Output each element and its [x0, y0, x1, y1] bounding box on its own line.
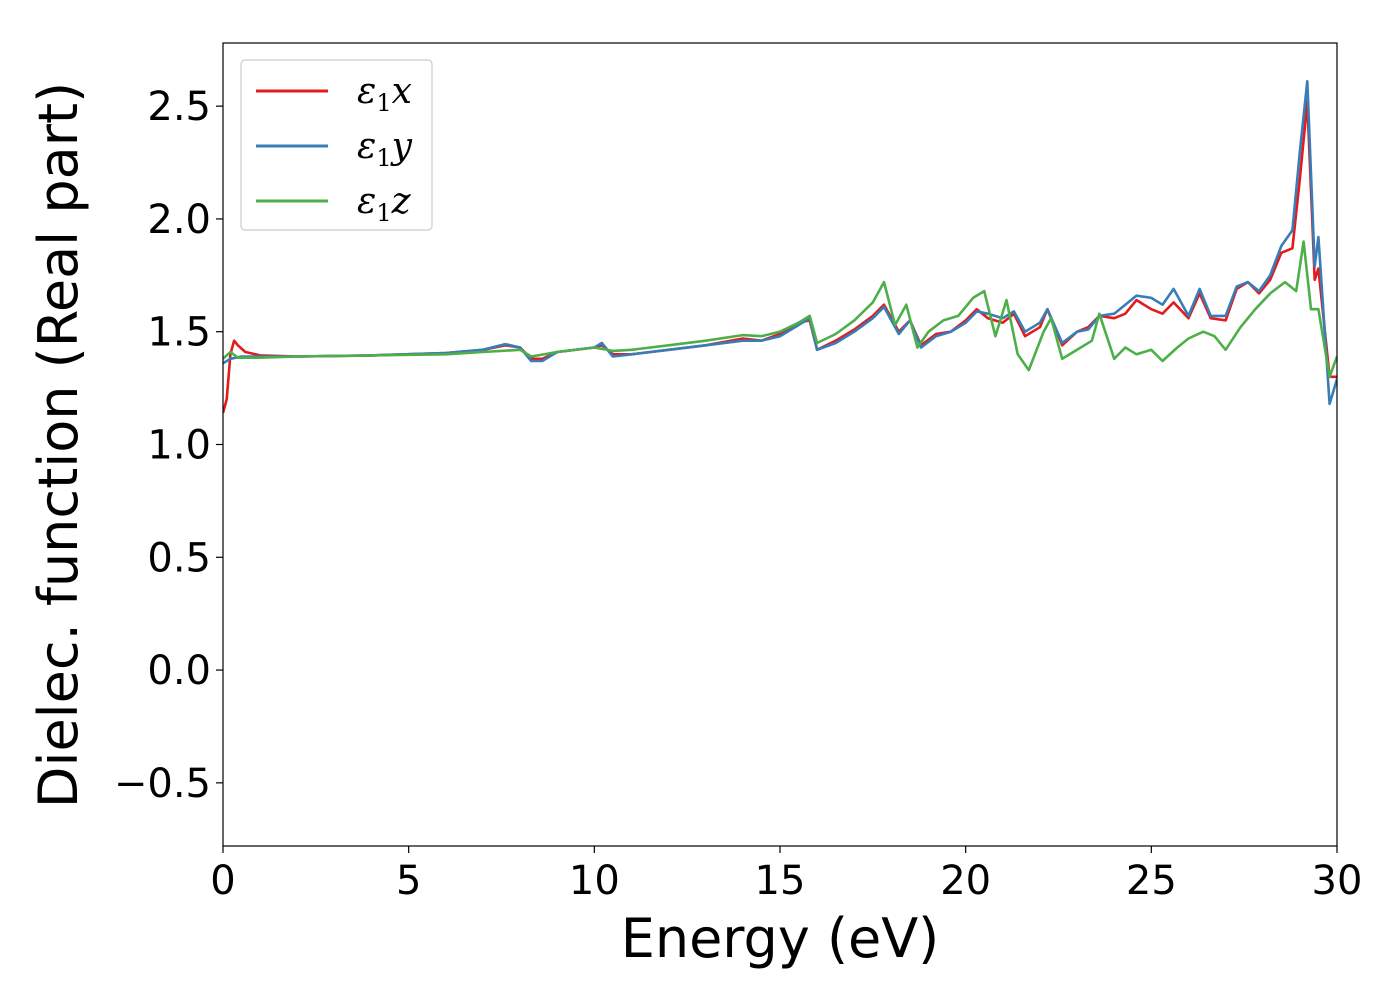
y-axis-title: Dielec. function (Real part) [27, 82, 90, 808]
x-tick-label: 30 [1312, 858, 1363, 904]
series-line-y [223, 80, 1337, 406]
x-axis-title: Energy (eV) [621, 907, 940, 970]
series-line-z [223, 240, 1337, 379]
y-tick-label: 1.0 [147, 423, 211, 469]
y-tick-label: 1.5 [147, 310, 211, 356]
series-lines [223, 80, 1337, 414]
x-tick-label: 25 [1126, 858, 1177, 904]
legend-label-x: ε1x [357, 71, 412, 117]
x-tick-label: 10 [569, 858, 620, 904]
legend-label-y: ε1y [357, 126, 413, 172]
legend-box [240, 59, 433, 231]
x-tick-label: 20 [940, 858, 991, 904]
y-tick-label: 0.5 [147, 535, 211, 581]
legend: ε1x ε1y ε1z [240, 59, 433, 231]
x-tick-label: 5 [396, 858, 421, 904]
y-tick-label: 0.0 [147, 648, 211, 694]
y-tick-label: 2.0 [147, 197, 211, 243]
x-axis-ticks: 0 5 10 15 20 25 30 [210, 846, 1362, 904]
x-tick-label: 15 [755, 858, 806, 904]
legend-label-z: ε1z [357, 181, 412, 227]
y-tick-label: −0.5 [114, 761, 211, 807]
y-axis-ticks: −0.5 0.0 0.5 1.0 1.5 2.0 2.5 [114, 84, 223, 807]
y-tick-label: 2.5 [147, 84, 211, 130]
x-tick-label: 0 [210, 858, 235, 904]
